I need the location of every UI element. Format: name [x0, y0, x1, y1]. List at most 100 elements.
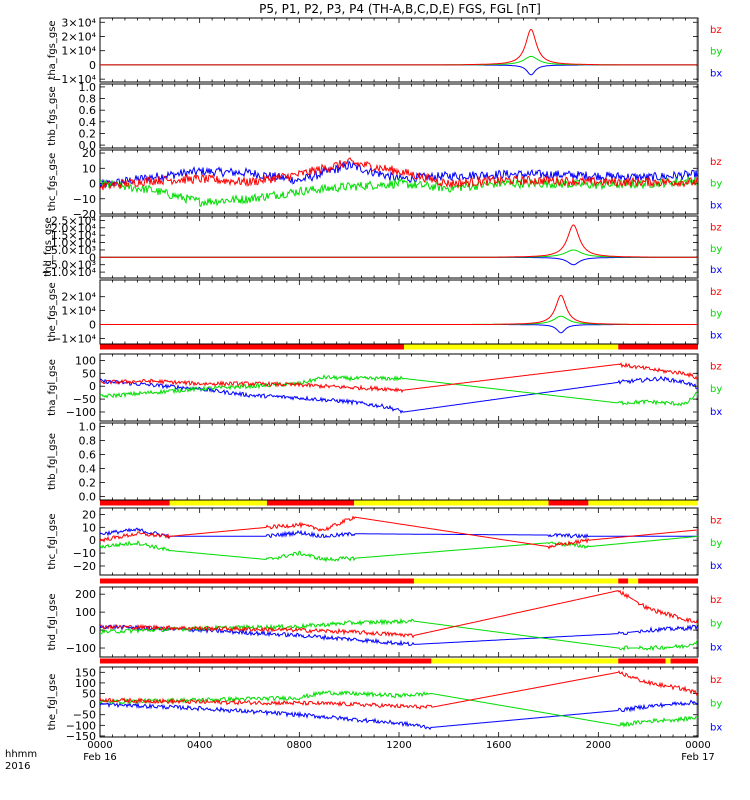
y-tick-label: 0 — [89, 624, 96, 637]
x-tick-label: 1200 — [386, 740, 411, 751]
series-by — [100, 617, 698, 652]
y-axis-label: the_fgl_gse — [47, 674, 58, 731]
y-tick-label: 100 — [75, 354, 96, 367]
y-tick-label: 0.6 — [79, 104, 97, 117]
y-tick-label: 1×10⁴ — [61, 305, 96, 318]
panel-thb_fgl_gse: 1.00.80.60.40.20.0 thb_fgl_gse — [47, 421, 699, 504]
y-tick-label: 50 — [82, 688, 96, 701]
y-axis-label: thb_fgl_gse — [47, 433, 58, 490]
panel-frame — [99, 17, 699, 83]
y-tick-label: 150 — [75, 666, 96, 679]
legend-bx: bx — [710, 200, 722, 211]
series-by — [100, 315, 698, 325]
y-tick-label: 2.5×10⁴ — [51, 214, 97, 227]
legend-bx: bx — [710, 330, 722, 341]
panel-frame — [99, 422, 699, 501]
legend-by: by — [710, 244, 722, 255]
y-axis-label: thd_fgl_gse — [47, 594, 58, 651]
mode-bar-segment — [618, 578, 629, 584]
y-tick-label: −50 — [73, 393, 96, 406]
series-by — [100, 176, 698, 207]
y-tick-label: 20 — [82, 508, 96, 521]
y-tick-label: 10 — [82, 162, 96, 175]
series-bx — [100, 699, 698, 731]
y-tick-label: 0 — [89, 698, 96, 711]
y-tick-label: 1.5×10⁴ — [51, 229, 97, 242]
panel-thc_fgs_gse: 20 10 0 −10 −20 thc_fgs_gse bz by bx — [47, 147, 722, 221]
y-tick-label: 0 — [89, 251, 96, 264]
y-axis-label: the_fgs_gse — [47, 282, 58, 341]
y-axis-label: tha_fgl_gse — [47, 359, 58, 416]
legend-by: by — [710, 179, 722, 190]
y-tick-label: −10 — [73, 193, 96, 206]
y-tick-label: 2×10⁴ — [61, 30, 96, 43]
y-tick-label: 100 — [75, 677, 96, 690]
x-tick-label: 0800 — [287, 740, 312, 751]
x-date-label: Feb 17 — [681, 752, 715, 763]
panel-thd_fgl_gse: 200 100 0 −100 thd_fgl_gse bz by bx — [47, 578, 722, 658]
y-tick-label: −100 — [66, 642, 96, 655]
series-bx — [100, 624, 698, 647]
legend-bx: bx — [710, 68, 722, 79]
y-tick-label: 50 — [82, 367, 96, 380]
y-tick-label: 0.6 — [79, 449, 97, 462]
y-tick-label: 0.4 — [79, 116, 97, 129]
x-tick-label: 0400 — [187, 740, 212, 751]
figure-title: P5, P1, P2, P3, P4 (TH-A,B,C,D,E) FGS, F… — [259, 2, 541, 16]
y-tick-label: −100 — [66, 406, 96, 419]
series-by — [100, 690, 698, 728]
y-tick-label: −5.0×10³ — [42, 259, 96, 272]
panel-thb_fgs_gse: 1.00.80.60.40.20.0 thb_fgs_gse — [47, 81, 699, 152]
series-by — [100, 55, 698, 66]
panel-thd_fgs_gse: 2.5×10⁴2.0×10⁴1.5×10⁴1.0×10⁴5.0×10³0−5.0… — [42, 214, 723, 279]
x-tick-label: 0000 — [87, 740, 112, 751]
x-tick-label: 0000 — [685, 740, 710, 751]
mode-bar-segment — [665, 658, 671, 664]
mode-bar-segment — [169, 500, 267, 506]
legend-bx: bx — [710, 407, 722, 418]
legend-bz: bz — [710, 223, 722, 234]
y-tick-label: 1.0 — [79, 81, 97, 94]
mode-bar-segment — [670, 658, 698, 664]
y-tick-label: 100 — [75, 606, 96, 619]
legend-by: by — [710, 699, 722, 710]
mode-bar-segment — [431, 658, 619, 664]
y-tick-label: 0.8 — [79, 93, 97, 106]
series-bx — [100, 256, 698, 266]
y-tick-label: 1.0 — [79, 421, 97, 434]
mode-bar-segment — [413, 578, 619, 584]
y-tick-label: −50 — [73, 709, 96, 722]
mode-bar-segment — [100, 344, 404, 350]
y-tick-label: −100 — [66, 719, 96, 732]
y-tick-label: 0 — [89, 319, 96, 332]
series-bx — [100, 324, 698, 334]
series-by — [100, 374, 698, 407]
legend-bx: bx — [710, 265, 722, 276]
y-tick-label: 0 — [89, 380, 96, 393]
y-axis-label: thd_fgs_gse — [43, 217, 54, 276]
y-tick-label: 0.0 — [79, 491, 97, 504]
series-bz — [100, 28, 698, 66]
series-bz — [100, 361, 698, 394]
mode-bar-segment — [618, 658, 666, 664]
series-by — [100, 535, 698, 563]
legend-by: by — [710, 384, 722, 395]
y-axis-label: tha_fgs_gse — [47, 20, 58, 79]
legend-bz: bz — [710, 361, 722, 372]
panel-frame — [99, 83, 699, 149]
legend-by: by — [710, 538, 722, 549]
legend-bz: bz — [710, 157, 722, 168]
time-axis: hhmm 2016 0000 0400 0800 1200 1600 2000 0000Fe… — [5, 740, 715, 772]
panel-frame — [99, 507, 699, 576]
series-bz — [100, 670, 698, 710]
y-axis-label: thb_fgs_gse — [47, 86, 58, 145]
y-tick-label: 0.2 — [79, 477, 97, 490]
y-tick-label: 0 — [89, 534, 96, 547]
mode-bar-segment — [588, 500, 698, 506]
series-bx — [100, 64, 698, 76]
x-tick-label: 1600 — [486, 740, 511, 751]
mode-bar-segment — [548, 500, 589, 506]
